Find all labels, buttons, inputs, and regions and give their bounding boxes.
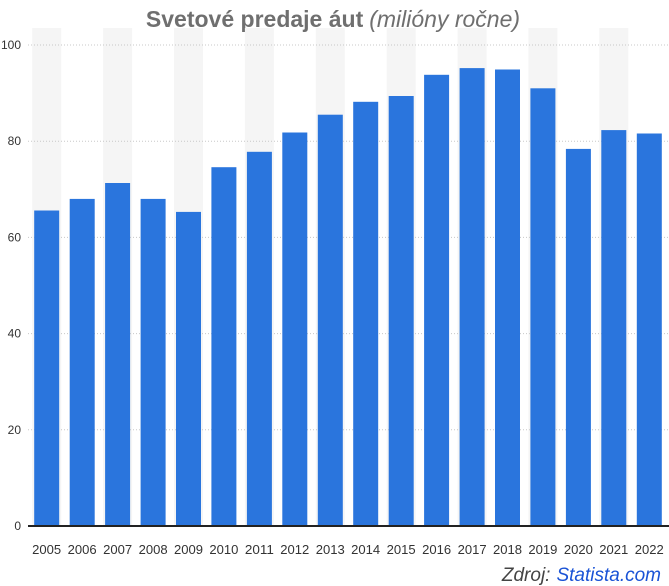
x-axis: 2005 2006 2007 2008 2009 2010 2011 2012 2013 2014… — [32, 542, 664, 557]
x-tick-label: 2011 — [245, 542, 274, 557]
bar-2021[interactable] — [601, 130, 627, 526]
y-tick-label: 0 — [14, 519, 21, 533]
chart-title: Svetové predaje áut (milióny ročne) — [146, 6, 520, 32]
gridlines — [28, 44, 669, 431]
chart-title-main: Svetové predaje áut — [146, 6, 364, 32]
x-tick-label: 2013 — [316, 542, 345, 557]
bar-2020[interactable] — [565, 148, 591, 526]
x-tick-label: 2019 — [528, 542, 557, 557]
svg-text:Svetové predaje áut(milióny ro: Svetové predaje áut (milióny ročne) — [146, 6, 520, 32]
svg-text:Zdroj:Statista.com: Zdroj: Statista.com — [501, 565, 661, 586]
x-tick-label: 2009 — [174, 542, 203, 557]
bar-2012[interactable] — [282, 132, 308, 527]
source-link[interactable]: Statista.com — [556, 565, 661, 586]
y-tick-label: 80 — [8, 134, 22, 148]
bar-2013[interactable] — [317, 114, 343, 526]
y-tick-label: 100 — [1, 38, 21, 52]
x-tick-label: 2010 — [209, 542, 238, 557]
bar-2006[interactable] — [69, 198, 95, 526]
x-tick-label: 2018 — [493, 542, 522, 557]
y-tick-label: 60 — [8, 230, 22, 244]
bar-2017[interactable] — [459, 68, 485, 526]
y-tick-label: 20 — [8, 423, 22, 437]
bar-2022[interactable] — [636, 133, 662, 527]
x-tick-label: 2015 — [387, 542, 416, 557]
bar-2010[interactable] — [211, 167, 237, 526]
x-tick-label: 2007 — [103, 542, 132, 557]
bar-2018[interactable] — [495, 69, 520, 527]
x-tick-label: 2016 — [422, 542, 451, 557]
y-axis: 0 20 40 60 80 100 — [1, 38, 21, 533]
bar-2011[interactable] — [246, 151, 272, 527]
x-tick-label: 2014 — [351, 542, 380, 557]
x-tick-label: 2017 — [458, 542, 487, 557]
x-tick-label: 2008 — [139, 542, 168, 557]
bar-2014[interactable] — [353, 101, 379, 527]
source-credit: Zdroj: Statista.com — [501, 565, 661, 586]
x-tick-label: 2006 — [68, 542, 97, 557]
bar-2015[interactable] — [388, 96, 414, 526]
bar-2009[interactable] — [176, 211, 201, 526]
x-tick-label: 2012 — [280, 542, 309, 557]
x-tick-label: 2022 — [635, 542, 664, 557]
bar-2008[interactable] — [140, 198, 166, 526]
bar-2019[interactable] — [530, 88, 556, 527]
bars — [34, 68, 662, 527]
x-tick-label: 2020 — [564, 542, 593, 557]
x-tick-label: 2021 — [599, 542, 628, 557]
bar-2007[interactable] — [105, 183, 131, 526]
bar-2016[interactable] — [424, 74, 450, 527]
chart-title-unit: (milióny ročne) — [369, 6, 520, 32]
x-tick-label: 2005 — [32, 542, 61, 557]
y-tick-label: 40 — [8, 327, 22, 341]
source-prefix: Zdroj: — [501, 565, 551, 586]
bar-2005[interactable] — [34, 210, 60, 527]
